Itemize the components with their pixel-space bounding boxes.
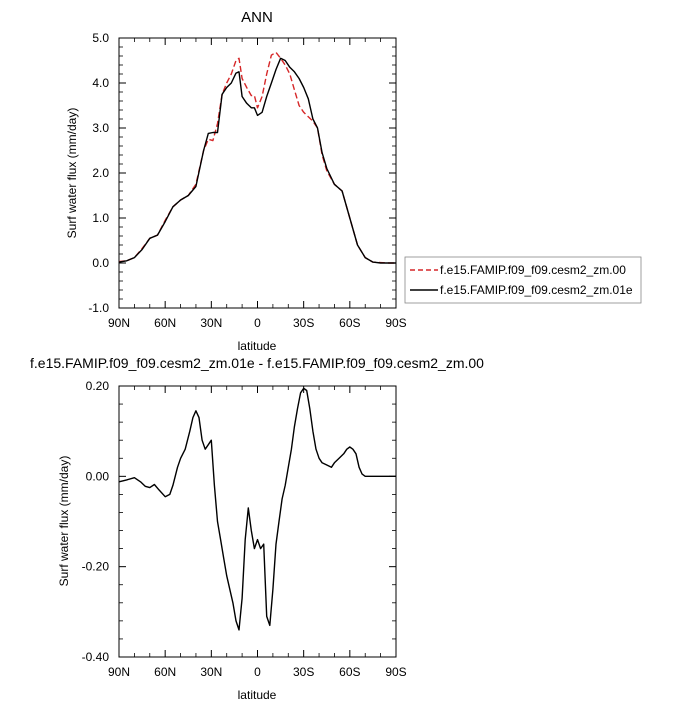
x-tick-label: 0 — [254, 665, 261, 679]
y-tick-label: 2.0 — [92, 166, 109, 180]
series-line-f-e15-famip-f09-f09-cesm2-zm-00 — [118, 51, 396, 264]
y-tick-label: 0.0 — [92, 256, 109, 270]
y-tick-label: 3.0 — [92, 121, 109, 135]
x-tick-label: 30S — [293, 665, 314, 679]
x-tick-label: 60S — [339, 665, 360, 679]
top-chart-title: ANN — [241, 9, 273, 26]
y-tick-label: 0.20 — [86, 379, 110, 393]
y-tick-label: 1.0 — [92, 211, 109, 225]
bottom-chart-title: f.e15.FAMIP.f09_f09.cesm2_zm.01e - f.e15… — [30, 355, 484, 371]
y-tick-label: 5.0 — [92, 31, 109, 45]
x-tick-label: 0 — [254, 316, 261, 330]
bottom-x-axis-label: latitude — [238, 688, 277, 702]
top-x-axis: 90N 60N 30N 0 30S 60S 90S — [108, 38, 407, 330]
y-tick-label: -0.20 — [82, 560, 110, 574]
bottom-series-group — [118, 387, 396, 631]
top-plot-frame — [118, 37, 397, 309]
x-tick-label: 90N — [108, 665, 130, 679]
x-tick-label: 90S — [385, 316, 406, 330]
x-tick-label: 30N — [200, 316, 222, 330]
top-x-axis-label: latitude — [238, 339, 277, 353]
top-y-axis: -1.0 0.0 1.0 2.0 3.0 4.0 5.0 — [88, 31, 396, 315]
x-tick-label: 90S — [385, 665, 406, 679]
bottom-y-axis-label: Surf water flux (mm/day) — [57, 456, 71, 587]
x-tick-label: 30N — [200, 665, 222, 679]
y-tick-label: 4.0 — [92, 76, 109, 90]
x-tick-label: 60N — [154, 316, 176, 330]
y-tick-label: 0.00 — [86, 469, 110, 483]
legend-box — [404, 256, 642, 304]
bottom-plot-frame — [118, 385, 397, 658]
bottom-y-axis: -0.40 -0.20 0.00 0.20 — [82, 379, 396, 664]
top-y-axis-label: Surf water flux (mm/day) — [65, 108, 79, 239]
legend: f.e15.FAMIP.f09_f09.cesm2_zm.00 f.e15.FA… — [404, 256, 642, 304]
y-tick-label: -1.0 — [88, 301, 109, 315]
x-tick-label: 90N — [108, 316, 130, 330]
top-series-group — [118, 51, 396, 264]
series-line-f-e15-famip-f09-f09-cesm2-zm-01e — [118, 57, 396, 264]
series-line-difference — [118, 387, 396, 631]
legend-label-cesm2-zm-01e: f.e15.FAMIP.f09_f09.cesm2_zm.01e — [440, 283, 633, 297]
x-tick-label: 60S — [339, 316, 360, 330]
top-panel: ANN -1.0 0.0 1.0 2.0 3.0 4.0 5.0 90N 60N 30N 0 30S… — [65, 9, 407, 353]
x-tick-label: 60N — [154, 665, 176, 679]
x-tick-label: 30S — [293, 316, 314, 330]
y-tick-label: -0.40 — [82, 650, 110, 664]
bottom-panel: f.e15.FAMIP.f09_f09.cesm2_zm.01e - f.e15… — [30, 355, 484, 702]
bottom-x-axis: 90N 60N 30N 0 30S 60S 90S — [108, 386, 407, 679]
legend-label-cesm2-zm-00: f.e15.FAMIP.f09_f09.cesm2_zm.00 — [440, 263, 626, 277]
